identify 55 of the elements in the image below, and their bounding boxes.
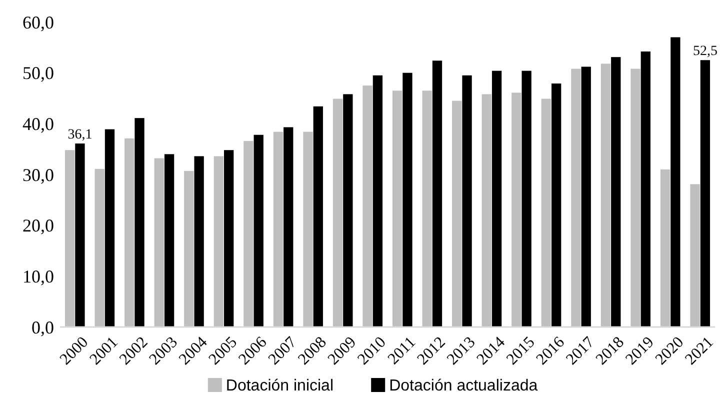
bar — [244, 140, 254, 327]
bar — [660, 169, 670, 327]
bar — [94, 168, 104, 327]
y-tick-label: 30,0 — [22, 164, 54, 185]
bar — [552, 84, 562, 327]
bar — [104, 129, 115, 327]
bar — [422, 90, 432, 327]
bar — [670, 37, 680, 327]
data-label: 52,5 — [692, 44, 718, 60]
bar — [273, 132, 284, 327]
bar — [600, 64, 611, 327]
y-tick-label: 60,0 — [22, 12, 54, 32]
bar — [372, 75, 383, 327]
data-label: 36,1 — [68, 127, 92, 142]
bar — [184, 170, 194, 327]
bar — [362, 86, 372, 327]
bar — [432, 60, 442, 327]
bar — [522, 70, 532, 327]
bar — [690, 184, 700, 327]
bar — [630, 68, 640, 327]
bar — [581, 66, 591, 327]
bar — [700, 60, 710, 327]
bar — [452, 100, 462, 327]
y-tick-label: 50,0 — [22, 63, 54, 84]
bar — [492, 70, 502, 327]
bar — [402, 72, 412, 327]
bar — [214, 156, 224, 327]
bar — [541, 98, 551, 327]
bar — [462, 75, 472, 327]
bar — [64, 150, 75, 327]
y-tick-label: 20,0 — [22, 216, 54, 236]
y-tick-label: 40,0 — [22, 114, 54, 134]
bar — [254, 134, 264, 327]
bar — [303, 132, 313, 327]
bar — [224, 150, 234, 327]
bar — [164, 154, 174, 327]
bar — [343, 94, 353, 327]
bar — [284, 127, 294, 327]
legend-label: Dotación inicial — [226, 378, 334, 395]
bar — [571, 68, 581, 327]
bar — [134, 118, 144, 327]
bar — [640, 51, 650, 327]
y-tick-label: 10,0 — [22, 266, 54, 286]
bar — [611, 57, 621, 327]
bar — [332, 98, 343, 327]
bar — [313, 106, 323, 327]
bar — [512, 92, 522, 327]
legend-label: Dotación actualizada — [389, 378, 538, 395]
y-tick-label: 0,0 — [32, 317, 54, 338]
bar — [154, 158, 164, 327]
bar — [482, 94, 492, 327]
bar — [124, 138, 134, 327]
bar — [194, 156, 204, 327]
bar — [75, 143, 85, 327]
bar — [392, 90, 402, 327]
